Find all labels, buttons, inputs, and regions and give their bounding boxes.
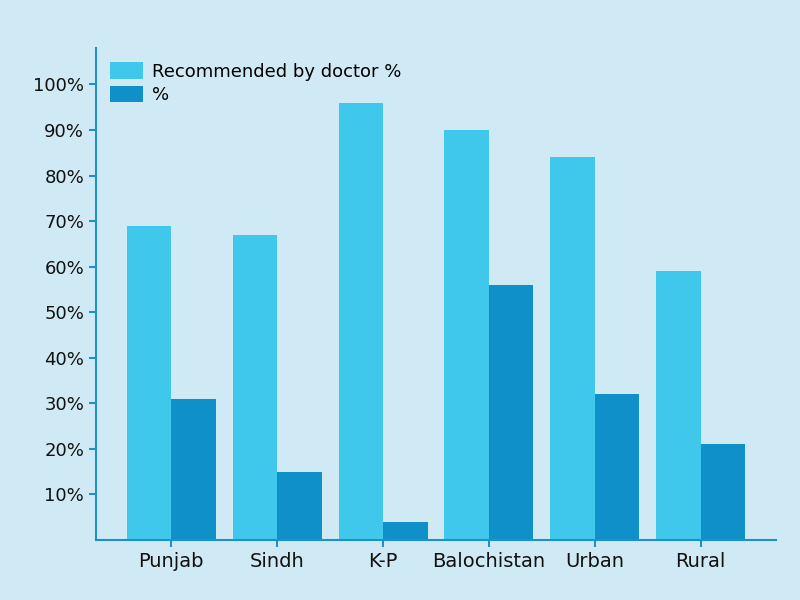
Bar	[550, 157, 594, 540]
Bar	[278, 472, 322, 540]
Bar	[171, 399, 216, 540]
Bar	[383, 522, 427, 540]
Bar	[338, 103, 383, 540]
Bar	[656, 271, 701, 540]
Bar	[489, 285, 534, 540]
Bar	[445, 130, 489, 540]
Bar	[594, 394, 639, 540]
Bar	[701, 445, 745, 540]
Bar	[233, 235, 278, 540]
Legend: Recommended by doctor %, %: Recommended by doctor %, %	[105, 57, 406, 110]
Bar	[127, 226, 171, 540]
